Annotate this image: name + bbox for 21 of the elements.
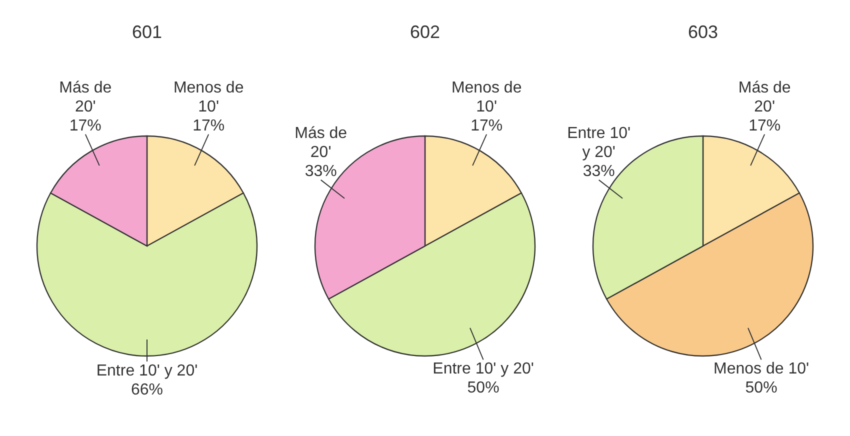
data-label: 33% — [304, 162, 337, 180]
slice-label: Más de 20' — [59, 79, 112, 116]
data-label: 17% — [69, 117, 102, 134]
data-label: 66% — [130, 382, 164, 398]
data-label: 50% — [467, 380, 500, 397]
slice-label: Menos de 10' — [173, 79, 244, 116]
data-label: 33% — [582, 162, 615, 180]
data-label: 17% — [748, 117, 781, 134]
slice-label: Menos de 10' — [714, 360, 810, 378]
slice-label: Entre 10' y 20' — [96, 362, 198, 380]
data-label: 17% — [192, 117, 225, 134]
chart-title: 602 — [410, 22, 440, 42]
slice-label: Menos de 10' — [451, 79, 522, 116]
chart-title: 601 — [132, 22, 162, 42]
slice-label: Más de 20' — [738, 79, 791, 116]
slice-label: Entre 10' y 20' — [567, 124, 631, 161]
data-label: 50% — [745, 380, 778, 397]
data-label: 17% — [470, 117, 503, 134]
slice-label: Más de 20' — [294, 124, 348, 161]
chart-title: 603 — [688, 22, 718, 42]
slice-label: Entre 10' y 20' — [432, 360, 534, 378]
